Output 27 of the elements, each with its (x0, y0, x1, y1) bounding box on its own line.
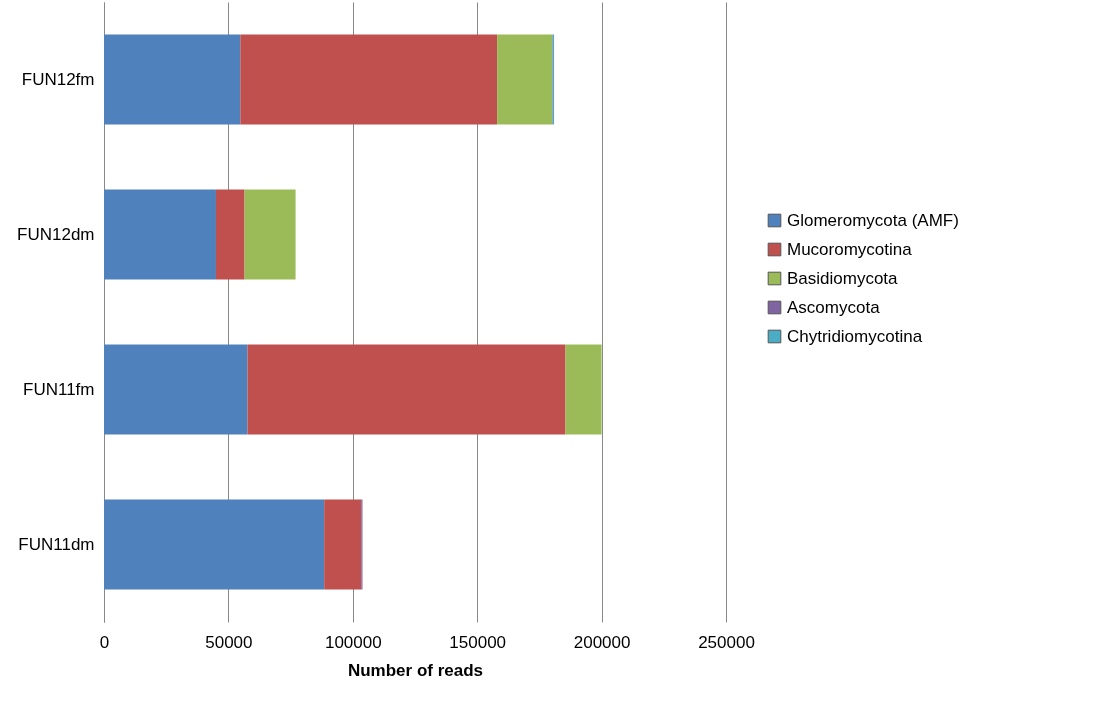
x-tick-label: 0 (99, 632, 110, 652)
legend-label: Chytridiomycotina (787, 326, 923, 346)
bar (565, 344, 602, 435)
bar (104, 34, 241, 125)
bar (215, 189, 245, 280)
bar (104, 189, 216, 280)
x-axis-title: Number of reads (347, 660, 484, 680)
y-tick-label: FUN12dm (17, 224, 95, 244)
x-tick-label: 150000 (449, 632, 507, 652)
bar (497, 34, 553, 125)
legend-label: Basidiomycota (787, 268, 899, 288)
bar (244, 189, 296, 280)
legend-label: Glomeromycota (AMF) (787, 210, 959, 230)
x-tick-label: 250000 (698, 632, 755, 652)
bar (104, 499, 325, 590)
y-tick-label: FUN11fm (23, 379, 95, 399)
bar (240, 34, 498, 125)
bar (104, 344, 248, 435)
x-tick-label: 200000 (573, 632, 631, 652)
y-tick-label: FUN11dm (18, 534, 95, 554)
x-tick-label: 50000 (205, 632, 253, 652)
legend-label: Ascomycota (787, 297, 881, 317)
y-tick-label: FUN12fm (21, 69, 95, 89)
legend-label: Mucoromycotina (787, 239, 913, 259)
x-tick-label: 100000 (324, 632, 382, 652)
bar (247, 344, 566, 435)
bar (324, 499, 362, 590)
